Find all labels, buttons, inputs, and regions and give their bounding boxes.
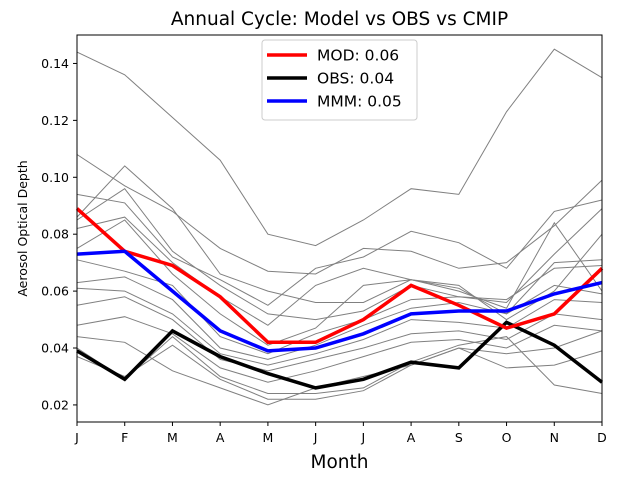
cmip-model-line-10 xyxy=(76,287,603,366)
y-tick-label: 0.02 xyxy=(41,397,69,412)
cmip-model-line-11 xyxy=(76,296,603,372)
cmip-model-line-1 xyxy=(76,48,603,247)
main-series-lines xyxy=(75,207,604,390)
legend-label-mod: MOD: 0.06 xyxy=(317,47,399,65)
cmip-model-line-15 xyxy=(76,335,603,394)
x-tick-label: A xyxy=(407,430,416,445)
series-line-mod xyxy=(75,207,604,345)
x-tick-label: M xyxy=(167,430,178,445)
x-tick-label: J xyxy=(313,430,318,445)
x-tick-label: M xyxy=(263,430,274,445)
axes-frame xyxy=(76,34,603,423)
y-tick-label: 0.04 xyxy=(41,341,69,356)
x-tick-label: J xyxy=(361,430,366,445)
y-tick-label: 0.10 xyxy=(41,170,69,185)
y-tick-label: 0.14 xyxy=(41,56,69,71)
x-tick-label: A xyxy=(216,430,225,445)
x-tick-label: S xyxy=(455,430,463,445)
cmip-model-line-7 xyxy=(76,219,603,346)
x-axis-label: Month xyxy=(311,452,369,473)
x-tick-label: F xyxy=(121,430,128,445)
y-axis-label: Aerosol Optical Depth xyxy=(15,160,30,296)
cmip-model-line-2 xyxy=(76,154,603,275)
x-tick-label: N xyxy=(550,430,559,445)
series-line-mmm xyxy=(76,249,603,353)
y-tick-label: 0.12 xyxy=(41,113,69,128)
cmip-model-line-3 xyxy=(76,193,603,306)
cmip-model-line-14 xyxy=(76,344,603,400)
x-tick-label: J xyxy=(74,430,79,445)
legend-label-mmm: MMM: 0.05 xyxy=(317,93,402,111)
legend-label-obs: OBS: 0.04 xyxy=(317,70,394,88)
cmip-model-line-6 xyxy=(76,216,603,326)
y-tick-label: 0.08 xyxy=(41,227,69,242)
y-tick-label: 0.06 xyxy=(41,284,69,299)
legend: MOD: 0.06 OBS: 0.04 MMM: 0.05 xyxy=(261,39,418,121)
x-tick-label: O xyxy=(502,430,512,445)
y-axis-ticks: 0.02 0.04 0.06 0.08 0.10 0.12 0.14 xyxy=(41,56,77,412)
chart-title: Annual Cycle: Model vs OBS vs CMIP xyxy=(171,9,508,30)
x-tick-label: D xyxy=(597,430,607,445)
